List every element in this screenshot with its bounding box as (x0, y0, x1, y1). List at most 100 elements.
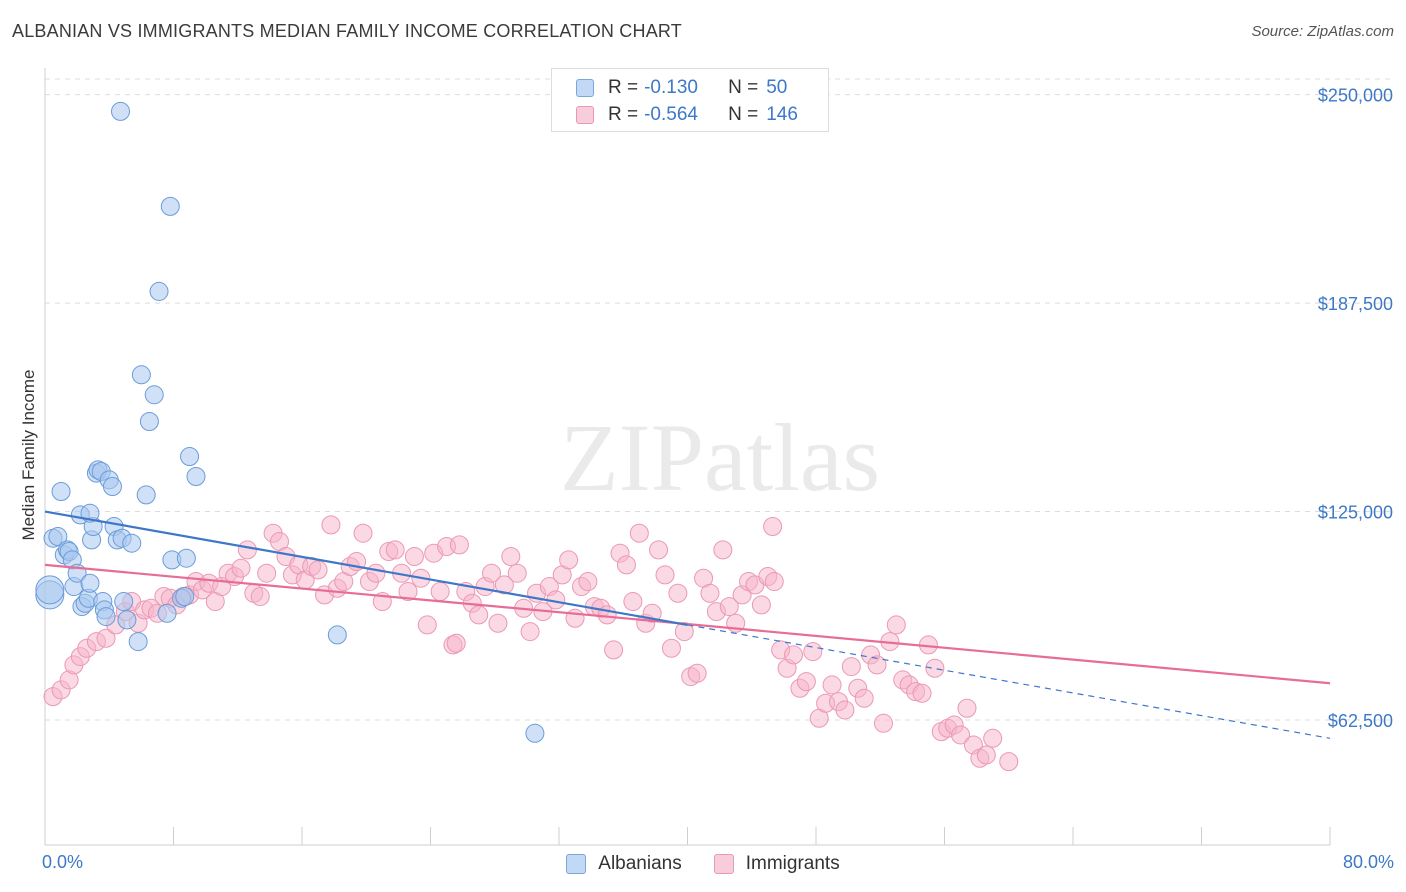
immigrants-point (983, 728, 1003, 748)
legend-r-value: -0.564 (644, 104, 698, 125)
albanians-point (122, 533, 142, 553)
immigrants-point (841, 657, 861, 677)
legend-row-albanians: R = -0.130 N = 50 (576, 77, 787, 99)
albanians-point (327, 625, 347, 645)
legend-r-label: R = (608, 104, 639, 125)
immigrants-point (578, 572, 598, 592)
immigrants-point (976, 745, 996, 765)
bottom-legend-swatch-blue (566, 854, 587, 874)
immigrants-point (719, 597, 739, 617)
albanians-point (149, 281, 169, 301)
immigrants-point (796, 672, 816, 692)
immigrants-point (951, 725, 971, 745)
immigrants-point (604, 640, 624, 660)
y-tick-labels: $250,000 $187,500 $125,000 $62,500 (1318, 86, 1393, 731)
immigrants-point (501, 547, 521, 567)
immigrants-point (822, 675, 842, 695)
legend-n-value: 146 (766, 104, 798, 125)
albanians-point (96, 607, 116, 627)
immigrants-point (803, 642, 823, 662)
bottom-legend-albanians: Albanians (566, 853, 682, 875)
immigrants-point (250, 587, 270, 607)
immigrants-point (629, 523, 649, 543)
albanians-point (114, 592, 134, 612)
immigrants-point (700, 583, 720, 603)
albanians-trend-line (44, 510, 688, 626)
albanians-point (175, 587, 195, 607)
immigrants-point (385, 540, 405, 560)
immigrants-point (957, 698, 977, 718)
albanians-point (51, 482, 71, 502)
immigrants-point (449, 535, 469, 555)
bottom-legend-immigrants: Immigrants (713, 853, 840, 875)
bottom-legend: Albanians Immigrants (0, 852, 1406, 876)
immigrants-point (96, 628, 116, 648)
immigrants-point (366, 563, 386, 583)
immigrants-point (835, 700, 855, 720)
immigrants-point (430, 582, 450, 602)
immigrants-point (751, 595, 771, 615)
legend-swatch-blue (576, 79, 594, 97)
immigrants-point (482, 563, 502, 583)
immigrants-point (446, 633, 466, 653)
immigrants-point (867, 655, 887, 675)
albanians-point (176, 548, 196, 568)
immigrants-point (237, 540, 257, 560)
albanians-point (157, 603, 177, 623)
immigrants-point (507, 563, 527, 583)
immigrants-point (784, 645, 804, 665)
albanians-point (117, 610, 137, 630)
immigrants-point (713, 540, 733, 560)
legend-r-value: -0.130 (644, 77, 698, 98)
immigrants-point (674, 622, 694, 642)
immigrants-point (231, 558, 251, 578)
albanians-point (35, 575, 65, 605)
gridlines (45, 78, 1395, 721)
immigrants-point (854, 688, 874, 708)
bottom-legend-swatch-pink (713, 854, 734, 874)
immigrants-point (764, 572, 784, 592)
albanians-point (136, 485, 156, 505)
immigrants-point (616, 555, 636, 575)
immigrants-point (417, 615, 437, 635)
immigrants-point (623, 592, 643, 612)
y-tick-label: $62,500 (1328, 711, 1393, 731)
immigrants-point (494, 575, 514, 595)
trend-lines (44, 510, 1331, 739)
x-axis-max-label: 80.0% (1342, 852, 1394, 872)
albanians-trend-extension (687, 624, 1331, 739)
immigrants-point (308, 560, 328, 580)
y-axis-label: Median Family Income (19, 369, 38, 541)
immigrants-point (912, 683, 932, 703)
legend-swatch-pink (576, 106, 594, 124)
immigrants-point (559, 550, 579, 570)
immigrants-point (404, 547, 424, 567)
albanians-point (128, 632, 148, 652)
x-axis-min-label: 0.0% (42, 852, 84, 872)
bottom-legend-label: Albanians (598, 853, 682, 874)
legend-row-immigrants: R = -0.564 N = 146 (576, 104, 798, 126)
immigrants-point (257, 563, 277, 583)
immigrants-point (873, 713, 893, 733)
albanians-point (80, 573, 100, 593)
immigrants-point (925, 658, 945, 678)
watermark: ZIPatlas (560, 404, 880, 511)
immigrants-point (655, 565, 675, 585)
immigrants-point (565, 608, 585, 628)
chart-title: ALBANIAN VS IMMIGRANTS MEDIAN FAMILY INC… (12, 21, 682, 41)
albanians-points (35, 101, 545, 743)
albanians-point (131, 365, 151, 385)
legend: R = -0.130 N = 50 R = -0.564 N = 146 (551, 68, 829, 132)
y-tick-label: $125,000 (1318, 503, 1393, 523)
immigrants-point (321, 515, 341, 535)
immigrants-point (488, 613, 508, 633)
immigrants-point (668, 583, 688, 603)
albanians-point (110, 101, 130, 121)
immigrants-point (398, 582, 418, 602)
immigrants-point (469, 605, 489, 625)
y-tick-label: $187,500 (1318, 294, 1393, 314)
albanians-point (160, 196, 180, 216)
albanians-point (180, 447, 200, 466)
immigrants-point (520, 622, 540, 642)
